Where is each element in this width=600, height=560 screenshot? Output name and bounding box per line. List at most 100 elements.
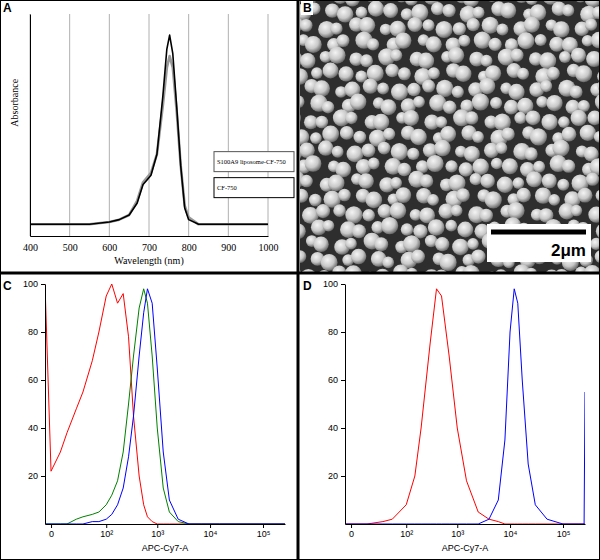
- x-axis: 010²10³10⁴10⁵: [46, 524, 286, 539]
- particle: [410, 129, 427, 146]
- particle: [305, 155, 322, 172]
- particle: [472, 158, 488, 174]
- panel-divider: [0, 272, 600, 275]
- particle: [381, 217, 398, 234]
- particle: [333, 204, 346, 217]
- particle: [311, 67, 323, 79]
- particle: [322, 101, 334, 113]
- particle: [456, 188, 470, 202]
- scale-bar-label: 2μm: [551, 241, 586, 260]
- grid-line: [69, 14, 70, 236]
- particle: [440, 126, 456, 142]
- particle: [542, 173, 557, 188]
- particle: [488, 38, 501, 51]
- particle: [383, 3, 398, 18]
- particle: [390, 202, 407, 219]
- particle: [548, 194, 560, 206]
- particle: [591, 32, 600, 48]
- particle: [507, 202, 524, 219]
- x-tick-mark: [157, 524, 158, 528]
- scale-bar: [491, 230, 586, 235]
- particle: [426, 36, 442, 52]
- y-axis: 20406080100: [23, 279, 46, 524]
- x-tick: 10³: [451, 524, 464, 539]
- particle: [571, 110, 587, 126]
- x-tick-label: 500: [63, 242, 78, 253]
- particle: [375, 269, 391, 272]
- x-tick-label: 10⁵: [257, 529, 271, 539]
- y-axis: 20406080100: [323, 279, 346, 524]
- particle: [536, 96, 548, 108]
- grid-line: [109, 14, 110, 236]
- y-tick-mark: [341, 476, 345, 477]
- x-tick: 10²: [100, 524, 113, 539]
- plot-area: [45, 284, 285, 524]
- particle: [360, 54, 373, 67]
- x-axis-line: [46, 524, 286, 525]
- particle: [350, 94, 367, 111]
- panel-label-box: [301, 1, 313, 15]
- particle: [345, 238, 357, 250]
- particle: [407, 148, 419, 160]
- x-tick: 10³: [151, 524, 164, 539]
- x-tick: 10⁴: [204, 524, 218, 539]
- particle: [590, 238, 600, 250]
- particle: [345, 265, 362, 272]
- particle: [351, 249, 366, 264]
- particle: [457, 222, 473, 238]
- particle: [420, 174, 434, 188]
- particle: [411, 250, 425, 264]
- particle: [423, 19, 435, 31]
- particle: [588, 207, 600, 223]
- particle: [526, 171, 542, 187]
- particle: [496, 23, 508, 35]
- figure-frame: [1, 1, 600, 560]
- particle: [541, 114, 557, 130]
- particle: [345, 112, 357, 124]
- x-axis-title: APC-Cy7-A: [142, 543, 189, 553]
- particle: [367, 38, 379, 50]
- particle: [533, 161, 545, 173]
- y-tick-label: 60: [28, 375, 38, 385]
- y-tick-mark: [41, 332, 45, 333]
- particle: [558, 116, 570, 128]
- particle: [362, 209, 375, 222]
- particle: [330, 23, 342, 35]
- particle: [480, 55, 492, 67]
- particle: [517, 68, 529, 80]
- particle: [479, 78, 495, 94]
- particle: [435, 237, 449, 251]
- particle: [525, 268, 537, 272]
- particle: [442, 4, 455, 17]
- particle: [455, 66, 471, 82]
- particle: [472, 131, 484, 143]
- x-tick-label: 10³: [151, 529, 164, 539]
- particle: [434, 140, 450, 156]
- y-tick: 60: [328, 375, 345, 385]
- particle: [592, 6, 600, 19]
- particle: [406, 268, 418, 272]
- particle: [398, 67, 411, 80]
- particle: [584, 265, 600, 272]
- x-tick-label: 10⁴: [504, 529, 518, 539]
- particle: [313, 80, 330, 97]
- x-tick: 10²: [400, 524, 413, 539]
- y-tick-label: 40: [28, 423, 38, 433]
- particle: [510, 49, 523, 62]
- grid-line: [30, 14, 31, 236]
- y-tick-mark: [41, 428, 45, 429]
- particle: [559, 51, 571, 63]
- y-tick-label: 20: [328, 471, 338, 481]
- particle: [374, 237, 388, 251]
- x-axis: 4005006007008009001000: [23, 236, 279, 253]
- particle: [315, 116, 328, 129]
- particle: [497, 177, 513, 193]
- chart-D: 010²10³10⁴10⁵20406080100APC-Cy7-A: [323, 279, 586, 553]
- particle: [471, 249, 485, 263]
- series-line: [345, 289, 585, 524]
- particle: [318, 140, 333, 155]
- particle: [452, 239, 469, 256]
- particle: [428, 219, 445, 236]
- particle: [380, 99, 396, 115]
- particle: [332, 265, 346, 272]
